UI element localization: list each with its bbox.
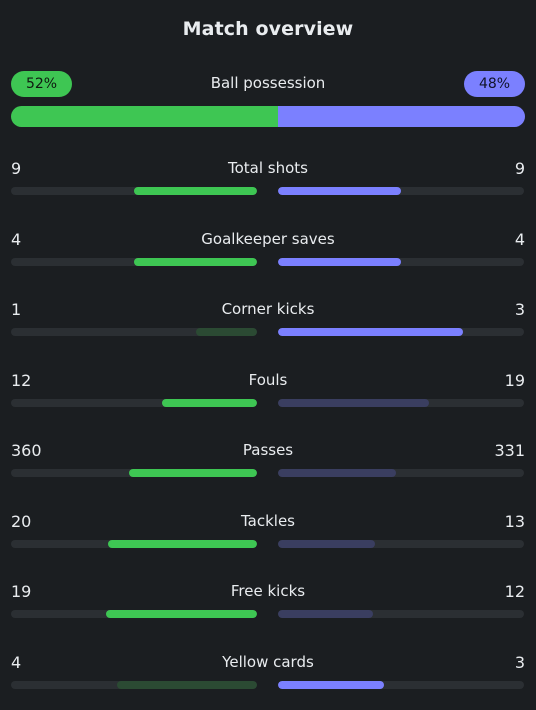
stat-away-bar-track [278, 610, 524, 618]
stat-home-bar-fill [195, 328, 257, 336]
possession-bar [11, 106, 525, 127]
stat-home-bar-fill [134, 257, 257, 266]
stat-row: 20 Tackles 13 [0, 512, 536, 562]
possession-bar-away [278, 106, 525, 127]
stat-away-bar-track [278, 328, 524, 336]
home-possession-badge: 52% [11, 71, 72, 97]
stat-away-bar-fill [278, 187, 401, 195]
stat-away-value: 3 [514, 652, 525, 672]
stat-home-bar-fill [134, 187, 257, 195]
stat-row: 9 Total shots 9 [0, 159, 536, 209]
stat-home-value: 4 [11, 229, 22, 249]
stat-name: Goalkeeper saves [201, 229, 335, 248]
stat-away-bar-fill [278, 328, 463, 336]
stat-name: Passes [242, 441, 294, 459]
stat-home-bar-track [11, 398, 257, 407]
stat-away-value: 13 [504, 511, 525, 531]
stat-home-value: 19 [11, 582, 32, 601]
stat-name: Free kicks [230, 582, 306, 600]
stat-home-bar-track [11, 257, 257, 266]
stat-away-value: 12 [504, 582, 525, 601]
stat-away-bar-fill [278, 257, 401, 266]
stat-home-bar-track [11, 680, 257, 689]
stat-name: Fouls [248, 370, 288, 389]
stat-away-value: 4 [514, 229, 525, 249]
stat-home-bar-track [11, 539, 257, 548]
stat-away-value: 9 [514, 159, 525, 178]
stat-row: 360 Passes 331 [0, 441, 536, 491]
panel-title: Match overview [182, 18, 354, 40]
stat-away-bar-fill [278, 610, 374, 618]
stat-home-bar-fill [106, 610, 257, 618]
stat-away-bar-track [278, 680, 524, 689]
stat-home-value: 1 [11, 300, 22, 319]
stat-away-bar-track [278, 469, 524, 477]
stat-name: Yellow cards [222, 652, 314, 671]
possession-label: Ball possession [210, 74, 326, 92]
stat-home-bar-track [11, 610, 257, 618]
stat-away-bar-fill [278, 539, 375, 548]
stat-home-value: 20 [11, 511, 32, 531]
stat-away-bar-track [278, 257, 524, 266]
stat-name: Total shots [228, 159, 308, 177]
away-possession-badge: 48% [464, 71, 525, 97]
stat-away-value: 3 [514, 300, 525, 319]
stat-home-value: 4 [11, 652, 22, 672]
stat-home-value: 12 [11, 370, 32, 390]
stat-away-value: 331 [494, 441, 525, 460]
stat-away-value: 19 [504, 370, 525, 390]
stat-home-value: 9 [11, 159, 22, 178]
stat-row: 1 Corner kicks 3 [0, 300, 536, 350]
stat-home-bar-fill [107, 539, 257, 548]
stat-away-bar-track [278, 398, 524, 407]
stat-away-bar-fill [278, 398, 429, 407]
stat-away-bar-fill [278, 680, 384, 689]
stat-row: 4 Goalkeeper saves 4 [0, 230, 536, 280]
stat-away-bar-fill [278, 469, 396, 477]
stat-row: 12 Fouls 19 [0, 371, 536, 421]
possession-bar-home [11, 106, 279, 127]
stat-away-bar-track [278, 187, 524, 195]
stat-home-bar-track [11, 328, 257, 336]
stat-row: 19 Free kicks 12 [0, 582, 536, 632]
stat-home-bar-track [11, 469, 257, 477]
stat-name: Tackles [240, 511, 296, 530]
stat-home-bar-fill [128, 469, 257, 477]
stat-away-bar-track [278, 539, 524, 548]
stat-home-bar-track [11, 187, 257, 195]
stat-name: Corner kicks [221, 300, 315, 318]
stat-row: 4 Yellow cards 3 [0, 653, 536, 703]
stat-home-value: 360 [11, 441, 42, 460]
stat-home-bar-fill [161, 398, 257, 407]
stat-home-bar-fill [116, 680, 257, 689]
